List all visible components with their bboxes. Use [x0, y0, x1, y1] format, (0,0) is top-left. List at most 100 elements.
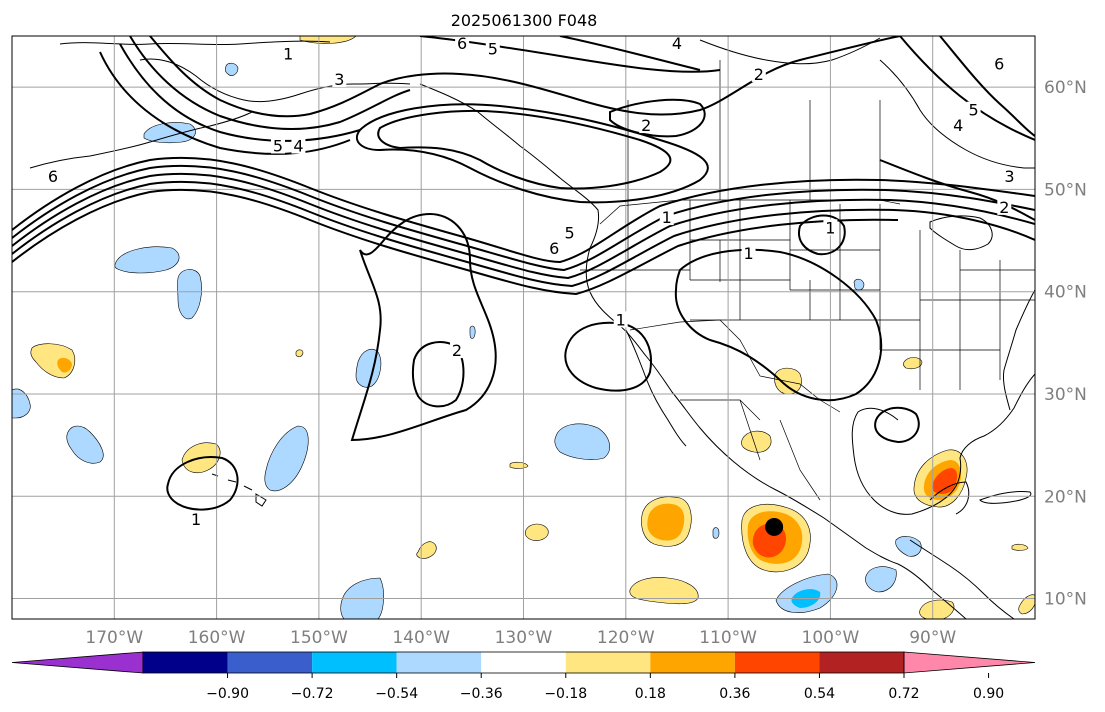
contour-label: 5	[273, 137, 283, 156]
colorbar-tick-label: 0.72	[888, 686, 919, 702]
colorbar-extend-high	[903, 651, 1036, 674]
contour-line	[798, 214, 846, 256]
coastlines	[29, 37, 1035, 619]
contour-label: 3	[334, 70, 344, 89]
latitude-tick-label: 20°N	[1044, 487, 1087, 507]
colorbar-segment	[565, 652, 651, 673]
contour-label-background	[45, 168, 60, 185]
colorbar-tick-label: 0.54	[804, 686, 835, 702]
positive-area	[57, 357, 72, 373]
longitude-labels: 170°W 160°W 150°W 140°W 130°W 120°W 110°W 100°W…	[85, 628, 956, 648]
contour-label-background	[669, 36, 684, 52]
negative-area	[554, 423, 610, 460]
contour-label: 4	[293, 137, 303, 156]
contour-label: 6	[994, 55, 1004, 74]
great-lakes	[929, 215, 993, 251]
longitude-tick-label: 170°W	[85, 628, 143, 648]
positive-area	[932, 468, 958, 494]
contour-line	[355, 103, 709, 204]
contour-line	[939, 36, 1035, 137]
contour-label-background	[281, 45, 296, 62]
cuba-coast	[979, 491, 1032, 504]
contour-label-background	[751, 65, 766, 82]
negative-area	[853, 278, 865, 291]
contour-line	[411, 341, 465, 408]
contour-line	[564, 321, 652, 392]
contour-label: 1	[283, 44, 293, 63]
baja-coastline	[625, 329, 687, 447]
contour-label-background	[659, 209, 674, 226]
latitude-tick-label: 60°N	[1044, 78, 1087, 98]
negative-area	[12, 388, 31, 419]
contour-label: 4	[953, 116, 963, 135]
contour-label-background	[547, 239, 562, 256]
positive-area	[1011, 543, 1029, 551]
contour-line	[12, 188, 899, 296]
location-marker[interactable]	[765, 517, 784, 536]
map-title: 2025061300 F048	[451, 11, 598, 30]
contour-line	[99, 51, 351, 155]
colorbar-boxes	[11, 651, 1036, 674]
contour-label-background	[966, 101, 981, 118]
contour-line	[166, 456, 239, 511]
colorbar-extend-low	[11, 651, 144, 674]
longitude-tick-label: 150°W	[290, 628, 348, 648]
contour-line	[559, 36, 701, 71]
contour-label-background	[332, 71, 347, 88]
contour-label: 6	[549, 239, 559, 258]
contour-line	[879, 159, 1035, 221]
contour-label-background	[189, 510, 204, 527]
colorbar-segment	[481, 652, 566, 673]
contour-label-background	[450, 342, 465, 359]
contour-label: 1	[616, 310, 626, 329]
longitude-tick-label: 130°W	[495, 628, 553, 648]
alaska-north-coast	[59, 40, 331, 46]
negative-area	[66, 425, 104, 464]
longitude-tick-label: 110°W	[699, 628, 757, 648]
negative-area	[865, 566, 897, 593]
colorbar-labels: −0.90 −0.72 −0.54 −0.36 −0.18 0.18 0.36 0.54 0.7…	[206, 673, 1004, 702]
colorbar-tick-label: −0.36	[460, 686, 503, 702]
latitude-tick-label: 30°N	[1044, 385, 1087, 405]
colorbar-segment	[819, 652, 904, 673]
colorbar-tick-label: −0.90	[206, 686, 249, 702]
colorbar-segment	[650, 652, 735, 673]
contour-label-background	[997, 198, 1012, 215]
contour-label-background	[951, 117, 966, 134]
contour-line	[12, 164, 1035, 272]
positive-area	[1018, 594, 1035, 615]
mexico-state-borders	[680, 399, 821, 501]
contour-lines	[12, 36, 1035, 511]
us-mexico-border	[629, 319, 841, 413]
contour-label: 5	[564, 223, 574, 242]
latitude-tick-label: 40°N	[1044, 283, 1087, 303]
contour-label-background	[992, 55, 1007, 72]
contour-label: 6	[48, 167, 58, 186]
political-borders	[580, 60, 1035, 501]
colorbar-tick-label: 0.18	[635, 686, 666, 702]
contour-label-background	[613, 311, 628, 328]
positive-area	[647, 503, 685, 541]
colorbar-segment	[227, 652, 313, 673]
contour-line	[12, 156, 1035, 264]
positive-area	[629, 577, 699, 605]
contour-label-background	[455, 36, 470, 52]
contour-line	[377, 109, 672, 190]
negative-area	[225, 62, 239, 76]
east-coast	[1003, 289, 1035, 411]
latitude-labels: 60°N 50°N 40°N 30°N 20°N 10°N	[1044, 78, 1087, 609]
longitude-tick-label: 140°W	[392, 628, 450, 648]
contour-label: 1	[743, 244, 753, 263]
colorbar-tick-label: −0.72	[291, 686, 334, 702]
contour-label: 5	[488, 39, 498, 58]
contour-label-background	[639, 117, 654, 134]
negative-area	[177, 269, 202, 320]
contour-label-background	[485, 40, 500, 57]
contour-line	[12, 172, 1035, 280]
positive-area	[774, 367, 802, 395]
contour-line	[129, 36, 411, 131]
contour-label: 3	[1004, 167, 1014, 186]
